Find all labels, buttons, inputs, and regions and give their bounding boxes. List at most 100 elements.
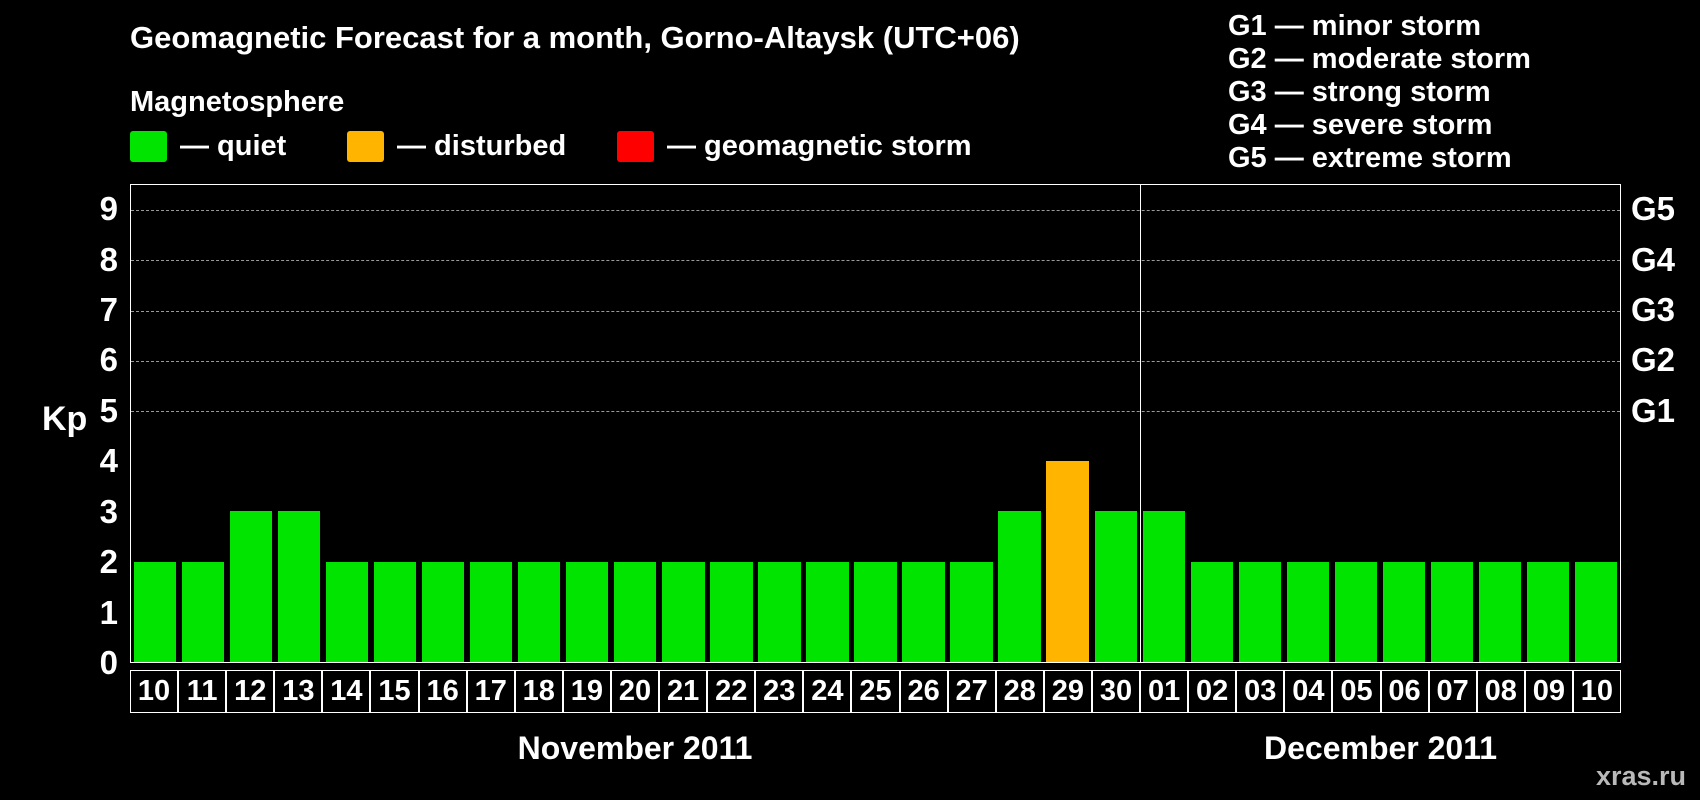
y-tick-4: 4 — [99, 442, 118, 480]
date-label-dec-09: 09 — [1524, 670, 1573, 713]
disturbed-swatch-icon — [347, 131, 384, 162]
right-tick-g4: G4 — [1631, 240, 1676, 278]
date-label-nov-13: 13 — [274, 670, 323, 713]
date-label-nov-15: 15 — [370, 670, 419, 713]
bar-dec-03 — [1238, 561, 1281, 662]
storm-scale-line-g1: G1 — minor storm — [1228, 10, 1481, 42]
storm-scale-line-g2: G2 — moderate storm — [1228, 43, 1531, 75]
bar-nov-27 — [950, 561, 993, 662]
bar-dec-05 — [1334, 561, 1377, 662]
date-label-nov-21: 21 — [659, 670, 708, 713]
bar-nov-22 — [710, 561, 753, 662]
bar-nov-24 — [806, 561, 849, 662]
date-label-nov-12: 12 — [226, 670, 275, 713]
bar-nov-30 — [1094, 511, 1137, 662]
bar-nov-19 — [566, 561, 609, 662]
date-label-dec-06: 06 — [1380, 670, 1429, 713]
bar-nov-17 — [470, 561, 513, 662]
y-axis: 0 1 2 3 4 5 6 7 8 9 — [0, 184, 118, 681]
y-axis-label: Kp — [42, 400, 88, 438]
month-label-nov: November 2011 — [517, 730, 753, 766]
watermark: xras.ru — [1595, 761, 1686, 791]
subtitle-magnetosphere: Magnetosphere — [130, 86, 345, 118]
date-label-nov-28: 28 — [995, 670, 1044, 713]
legend-item-storm: — geomagnetic storm — [617, 130, 972, 163]
month-label-dec: December 2011 — [1263, 730, 1498, 766]
date-label-nov-24: 24 — [803, 670, 852, 713]
right-tick-g2: G2 — [1631, 341, 1676, 379]
bar-nov-13 — [277, 511, 321, 662]
bar-dec-09 — [1526, 561, 1570, 662]
date-label-nov-18: 18 — [514, 670, 563, 713]
date-label-nov-20: 20 — [610, 670, 660, 713]
gridline-kp-9 — [131, 210, 1620, 212]
right-tick-g3: G3 — [1631, 291, 1676, 329]
bar-dec-07 — [1430, 561, 1474, 662]
storm-scale-legend: G1 — minor storm G2 — moderate storm G3 — … — [1228, 10, 1531, 175]
month-separator-line — [1139, 185, 1141, 662]
bar-nov-20 — [614, 561, 657, 662]
date-label-nov-17: 17 — [466, 670, 515, 713]
legend-label-quiet: — quiet — [180, 130, 287, 162]
y-tick-6: 6 — [99, 341, 118, 379]
storm-scale-line-g4: G4 — severe storm — [1228, 109, 1493, 141]
date-label-dec-04: 04 — [1284, 670, 1333, 713]
date-label-dec-08: 08 — [1476, 670, 1525, 713]
date-label-nov-23: 23 — [755, 670, 804, 713]
right-tick-g5: G5 — [1631, 190, 1676, 228]
right-axis: G1 G2 G3 G4 G5 — [1631, 184, 1700, 663]
legend-label-disturbed: — disturbed — [397, 130, 567, 162]
date-label-nov-26: 26 — [899, 670, 948, 713]
bar-nov-25 — [854, 561, 897, 662]
y-tick-1: 1 — [99, 593, 118, 631]
bar-dec-04 — [1286, 561, 1329, 662]
y-tick-3: 3 — [99, 492, 118, 530]
date-label-dec-10: 10 — [1572, 670, 1621, 713]
bar-nov-23 — [758, 561, 801, 662]
date-axis: 10 11 12 13 14 15 16 17 18 19 20 21 22 23 24 25 26 27 28 29… — [130, 670, 1621, 713]
month-labels: November 2011 December 2011 — [130, 730, 1621, 770]
right-tick-g1: G1 — [1631, 391, 1676, 429]
date-label-nov-14: 14 — [322, 670, 371, 713]
gridline-kp-5 — [131, 410, 1620, 412]
bar-nov-16 — [422, 561, 465, 662]
legend: — quiet — disturbed — geomagnetic storm — [0, 130, 1700, 168]
gridline-kp-8 — [131, 260, 1620, 262]
y-tick-5: 5 — [99, 391, 118, 429]
date-label-nov-27: 27 — [947, 670, 996, 713]
bar-dec-06 — [1382, 561, 1425, 662]
y-tick-9: 9 — [99, 190, 118, 228]
date-label-nov-19: 19 — [562, 670, 611, 713]
storm-scale-line-g5: G5 — extreme storm — [1228, 142, 1512, 174]
date-label-nov-11: 11 — [178, 670, 227, 713]
gridline-kp-6 — [131, 360, 1620, 362]
bar-nov-11 — [181, 561, 225, 662]
bar-nov-10 — [133, 561, 177, 662]
quiet-swatch-icon — [130, 131, 167, 162]
date-label-dec-05: 05 — [1332, 670, 1381, 713]
bar-nov-12 — [229, 511, 273, 662]
bar-dec-10 — [1574, 561, 1618, 662]
bar-nov-21 — [662, 561, 705, 662]
gridline-kp-7 — [131, 310, 1620, 312]
date-label-nov-22: 22 — [707, 670, 756, 713]
bar-nov-18 — [518, 561, 561, 662]
date-label-dec-03: 03 — [1236, 670, 1285, 713]
y-tick-7: 7 — [99, 291, 118, 329]
date-label-nov-25: 25 — [851, 670, 900, 713]
storm-swatch-icon — [617, 131, 654, 162]
bar-nov-28 — [998, 511, 1041, 662]
storm-scale-line-g3: G3 — strong storm — [1228, 76, 1491, 108]
y-tick-8: 8 — [99, 240, 118, 278]
bar-nov-15 — [374, 561, 417, 662]
bar-dec-08 — [1478, 561, 1522, 662]
date-label-nov-16: 16 — [418, 670, 467, 713]
date-label-nov-30: 30 — [1091, 670, 1141, 713]
date-label-dec-07: 07 — [1428, 670, 1477, 713]
bar-dec-01 — [1142, 511, 1185, 662]
y-tick-2: 2 — [99, 543, 118, 581]
date-label-dec-02: 02 — [1188, 670, 1237, 713]
bar-nov-29 — [1046, 461, 1089, 662]
date-label-nov-10: 10 — [130, 670, 179, 713]
